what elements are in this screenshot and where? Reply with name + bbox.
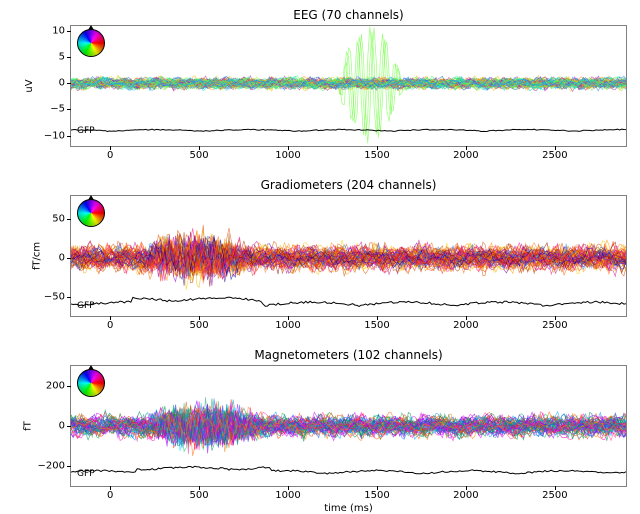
y-axis-label: uV xyxy=(24,79,35,92)
x-tick-mark xyxy=(466,146,467,150)
series-svg xyxy=(71,26,626,146)
topomap-icon xyxy=(77,29,105,57)
y-tick-label: −200 xyxy=(38,461,65,472)
x-tick-label: 1500 xyxy=(364,320,389,331)
series-svg xyxy=(71,196,626,316)
nose-icon xyxy=(88,195,94,200)
x-tick-mark xyxy=(377,146,378,150)
y-tick-label: −5 xyxy=(50,104,65,115)
x-tick-label: 0 xyxy=(107,150,113,161)
y-axis-label: fT/cm xyxy=(32,242,43,270)
x-tick-label: 2500 xyxy=(542,320,567,331)
gfp-trace xyxy=(71,129,626,131)
nose-icon xyxy=(88,365,94,370)
x-tick-mark xyxy=(288,486,289,490)
y-tick-label: −10 xyxy=(44,130,65,141)
x-tick-label: 500 xyxy=(190,150,209,161)
x-tick-mark xyxy=(110,146,111,150)
x-tick-mark xyxy=(555,316,556,320)
chart-panel: Gradiometers (204 channels)fT/cm−5005005… xyxy=(70,195,627,317)
x-tick-label: 1000 xyxy=(275,320,300,331)
y-tick-label: 50 xyxy=(52,214,65,225)
y-tick-label: 5 xyxy=(59,52,65,63)
x-tick-label: 2500 xyxy=(542,150,567,161)
x-tick-mark xyxy=(199,316,200,320)
x-tick-mark xyxy=(555,146,556,150)
x-axis-label: time (ms) xyxy=(71,503,626,514)
x-tick-mark xyxy=(466,316,467,320)
x-tick-mark xyxy=(377,486,378,490)
x-tick-label: 2000 xyxy=(453,490,478,501)
gfp-trace xyxy=(71,297,626,306)
x-tick-label: 1500 xyxy=(364,150,389,161)
y-tick-label: 0 xyxy=(59,78,65,89)
x-tick-mark xyxy=(110,486,111,490)
x-tick-label: 1000 xyxy=(275,490,300,501)
series-svg xyxy=(71,366,626,486)
x-tick-mark xyxy=(199,486,200,490)
topomap-icon xyxy=(77,369,105,397)
x-tick-mark xyxy=(288,316,289,320)
gfp-label: GFP xyxy=(77,126,95,136)
topomap-icon xyxy=(77,199,105,227)
x-tick-label: 2000 xyxy=(453,150,478,161)
x-tick-label: 500 xyxy=(190,490,209,501)
y-tick-label: 10 xyxy=(52,26,65,37)
x-tick-label: 0 xyxy=(107,320,113,331)
figure: EEG (70 channels)uV−10−50510050010001500… xyxy=(0,0,640,500)
x-tick-mark xyxy=(555,486,556,490)
y-tick-label: 0 xyxy=(59,252,65,263)
x-tick-label: 2000 xyxy=(453,320,478,331)
panel-title: Gradiometers (204 channels) xyxy=(71,178,626,192)
y-tick-label: 200 xyxy=(46,381,65,392)
plot-area xyxy=(71,196,626,316)
plot-area xyxy=(71,26,626,146)
y-axis-label: fT xyxy=(22,421,33,431)
gfp-label: GFP xyxy=(77,301,95,311)
chart-panel: EEG (70 channels)uV−10−50510050010001500… xyxy=(70,25,627,147)
panel-title: Magnetometers (102 channels) xyxy=(71,348,626,362)
x-tick-mark xyxy=(288,146,289,150)
gfp-trace xyxy=(71,466,626,474)
chart-panel: Magnetometers (102 channels)fT−200020005… xyxy=(70,365,627,487)
y-tick-label: −50 xyxy=(44,291,65,302)
x-tick-label: 0 xyxy=(107,490,113,501)
plot-area xyxy=(71,366,626,486)
x-tick-mark xyxy=(377,316,378,320)
x-tick-label: 1000 xyxy=(275,150,300,161)
nose-icon xyxy=(88,25,94,30)
x-tick-mark xyxy=(110,316,111,320)
y-tick-label: 0 xyxy=(59,421,65,432)
x-tick-mark xyxy=(466,486,467,490)
gfp-label: GFP xyxy=(77,469,95,479)
panel-title: EEG (70 channels) xyxy=(71,8,626,22)
x-tick-label: 2500 xyxy=(542,490,567,501)
x-tick-label: 1500 xyxy=(364,490,389,501)
x-tick-label: 500 xyxy=(190,320,209,331)
x-tick-mark xyxy=(199,146,200,150)
